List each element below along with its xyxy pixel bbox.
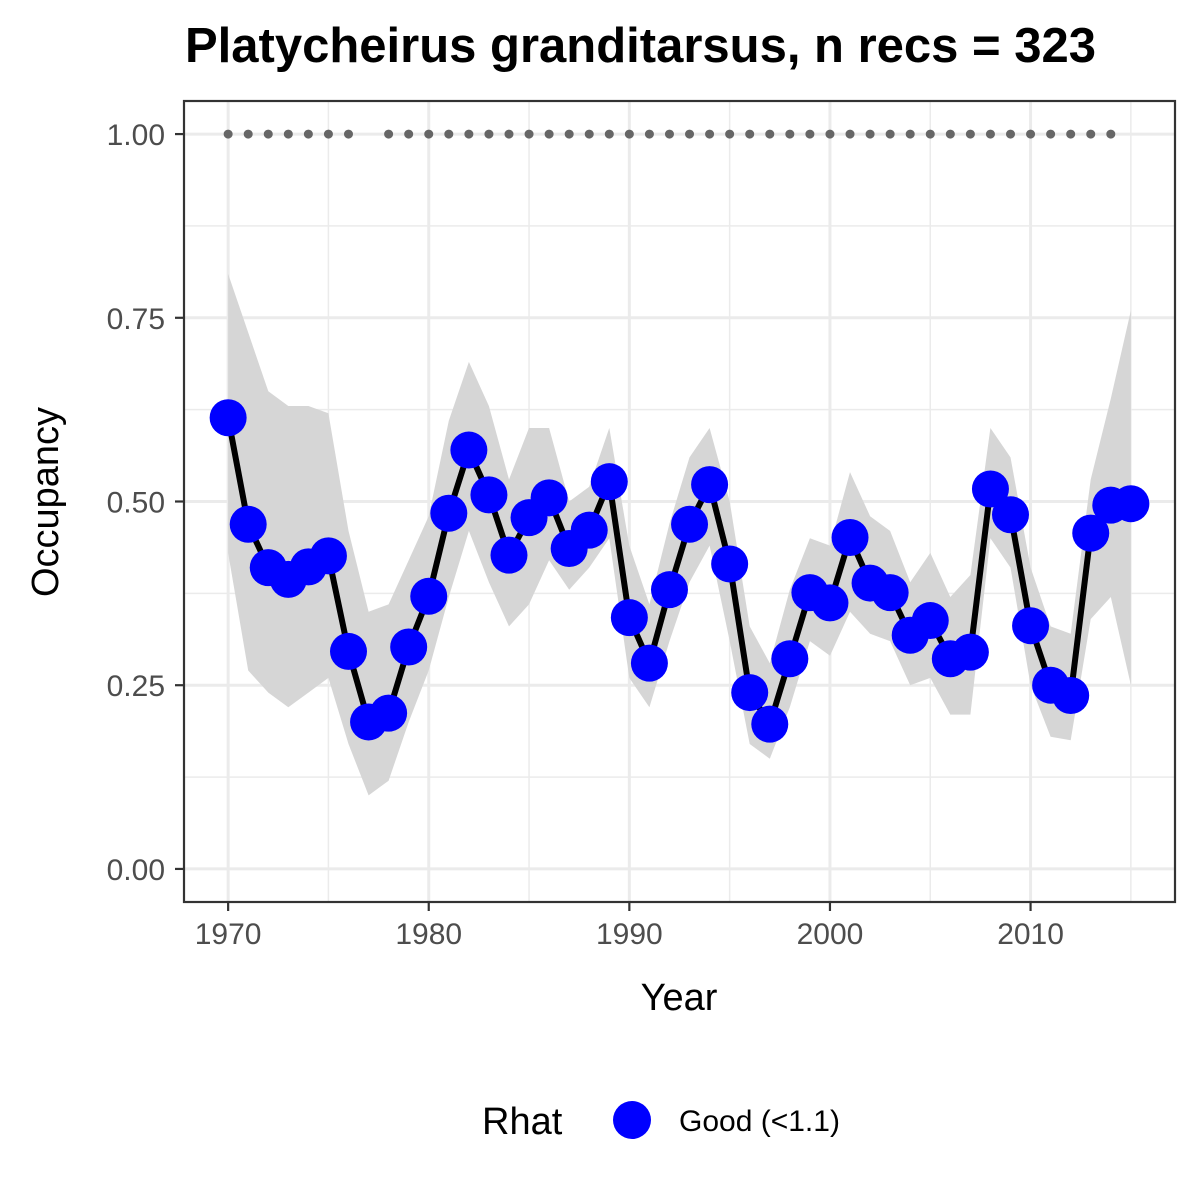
record-year-marker bbox=[945, 129, 955, 139]
record-year-marker bbox=[785, 129, 795, 139]
record-year-marker bbox=[705, 129, 715, 139]
record-year-marker bbox=[323, 129, 333, 139]
legend-key-good bbox=[613, 1101, 651, 1139]
occupancy-point bbox=[771, 640, 809, 678]
record-year-marker bbox=[584, 129, 594, 139]
occupancy-point bbox=[1052, 677, 1090, 715]
record-year-marker bbox=[725, 129, 735, 139]
record-year-marker bbox=[845, 129, 855, 139]
occupancy-point bbox=[691, 466, 729, 504]
x-axis-label: Year bbox=[641, 977, 718, 1019]
record-year-marker bbox=[644, 129, 654, 139]
occupancy-point bbox=[811, 584, 849, 622]
record-year-marker bbox=[905, 129, 915, 139]
record-year-marker bbox=[343, 129, 353, 139]
occupancy-point bbox=[871, 574, 909, 612]
occupancy-point bbox=[309, 537, 347, 575]
occupancy-point bbox=[1112, 485, 1150, 523]
y-axis-label: Occupancy bbox=[25, 407, 67, 597]
y-tick-label: 0.75 bbox=[107, 303, 165, 336]
record-year-marker bbox=[1046, 129, 1056, 139]
record-year-marker bbox=[1066, 129, 1076, 139]
occupancy-point bbox=[630, 644, 668, 682]
record-year-marker bbox=[504, 129, 514, 139]
record-year-marker bbox=[384, 129, 394, 139]
occupancy-point bbox=[971, 470, 1009, 508]
record-year-marker bbox=[444, 129, 454, 139]
occupancy-point bbox=[530, 479, 568, 517]
record-year-marker bbox=[404, 129, 414, 139]
legend-title: Rhat bbox=[482, 1101, 563, 1143]
occupancy-point bbox=[229, 505, 267, 543]
y-tick-label: 0.50 bbox=[107, 487, 165, 520]
record-year-marker bbox=[745, 129, 755, 139]
legend: Rhat Good (<1.1) bbox=[482, 1101, 840, 1143]
legend-label-good: Good (<1.1) bbox=[679, 1105, 840, 1138]
record-year-marker bbox=[464, 129, 474, 139]
record-year-marker bbox=[484, 129, 494, 139]
data-layer bbox=[209, 129, 1150, 796]
occupancy-point bbox=[751, 705, 789, 743]
record-year-marker bbox=[283, 129, 293, 139]
record-year-marker bbox=[1026, 129, 1036, 139]
x-tick-label: 1970 bbox=[195, 918, 262, 951]
occupancy-point bbox=[410, 577, 448, 615]
chart-title: Platycheirus granditarsus, n recs = 323 bbox=[185, 19, 1096, 73]
record-year-marker bbox=[544, 129, 554, 139]
occupancy-point bbox=[329, 632, 367, 670]
record-year-marker bbox=[664, 129, 674, 139]
record-year-marker bbox=[524, 129, 534, 139]
x-tick-label: 2000 bbox=[797, 918, 864, 951]
occupancy-point bbox=[470, 476, 508, 514]
occupancy-point bbox=[831, 519, 869, 557]
record-year-marker bbox=[604, 129, 614, 139]
occupancy-point bbox=[911, 602, 949, 640]
plot-panel: 1970 1980 1990 2000 2010 0.00 0.25 0.50 0.75 1.00 bbox=[107, 99, 1177, 951]
occupancy-point bbox=[570, 511, 608, 549]
occupancy-point bbox=[671, 505, 709, 543]
occupancy-point bbox=[590, 463, 628, 501]
record-year-marker bbox=[223, 129, 233, 139]
occupancy-point bbox=[731, 674, 769, 712]
y-tick-label: 0.25 bbox=[107, 670, 165, 703]
occupancy-point bbox=[1012, 607, 1050, 645]
occupancy-point bbox=[711, 545, 749, 583]
occupancy-point bbox=[209, 399, 247, 437]
record-year-marker bbox=[965, 129, 975, 139]
y-tick-label: 1.00 bbox=[107, 119, 165, 152]
occupancy-point bbox=[450, 431, 488, 469]
record-year-marker bbox=[243, 129, 253, 139]
record-year-marker bbox=[765, 129, 775, 139]
occupancy-point bbox=[951, 633, 989, 671]
occupancy-point bbox=[390, 628, 428, 666]
occupancy-point bbox=[430, 494, 468, 532]
occupancy-point bbox=[610, 599, 648, 637]
record-year-marker bbox=[624, 129, 634, 139]
record-year-marker bbox=[685, 129, 695, 139]
record-year-marker bbox=[263, 129, 273, 139]
record-year-marker bbox=[1106, 129, 1116, 139]
occupancy-point bbox=[650, 571, 688, 609]
occupancy-point bbox=[1072, 514, 1110, 552]
record-year-marker bbox=[885, 129, 895, 139]
occupancy-point bbox=[370, 694, 408, 732]
record-year-marker bbox=[564, 129, 574, 139]
record-year-marker bbox=[1006, 129, 1016, 139]
record-year-marker bbox=[805, 129, 815, 139]
record-year-marker bbox=[1086, 129, 1096, 139]
x-tick-label: 1980 bbox=[395, 918, 462, 951]
record-year-marker bbox=[303, 129, 313, 139]
x-tick-label: 2010 bbox=[997, 918, 1064, 951]
occupancy-point bbox=[992, 496, 1030, 534]
record-year-marker bbox=[985, 129, 995, 139]
record-year-marker bbox=[825, 129, 835, 139]
record-year-marker bbox=[865, 129, 875, 139]
record-year-marker bbox=[424, 129, 434, 139]
record-year-marker bbox=[925, 129, 935, 139]
x-tick-label: 1990 bbox=[596, 918, 663, 951]
occupancy-point bbox=[490, 536, 528, 574]
y-tick-label: 0.00 bbox=[107, 854, 165, 887]
